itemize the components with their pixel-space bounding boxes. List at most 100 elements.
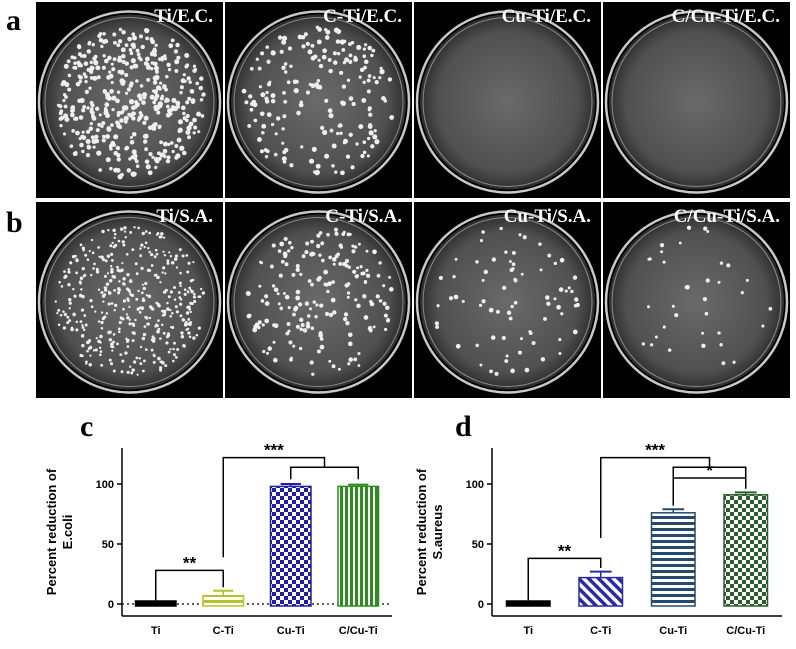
colony	[101, 121, 106, 126]
colony	[129, 139, 135, 145]
colony	[147, 170, 153, 176]
colony	[139, 306, 143, 310]
colony	[78, 115, 84, 120]
colony	[558, 287, 564, 292]
x-tick-label: Cu-Ti	[277, 625, 305, 637]
significance-bracket	[155, 569, 224, 601]
plate-row-saureus: Ti/S.A. C-Ti/S.A. Cu-Ti/S.A. C/Cu-Ti/S.A…	[36, 202, 790, 398]
colony	[148, 250, 151, 254]
colony	[166, 259, 170, 263]
colony	[59, 124, 63, 128]
colony	[158, 87, 162, 91]
colony	[85, 362, 88, 365]
colony	[339, 131, 343, 135]
colony	[110, 270, 114, 274]
colony	[142, 139, 148, 144]
colony	[315, 303, 319, 307]
colony	[502, 285, 507, 290]
colony	[188, 335, 192, 339]
colony	[85, 153, 91, 158]
colony	[128, 305, 131, 308]
colony	[155, 301, 159, 305]
colony	[89, 354, 92, 357]
colony	[131, 35, 137, 41]
colony	[455, 343, 461, 349]
colony	[475, 260, 479, 264]
colony	[342, 39, 347, 44]
colony	[128, 365, 132, 368]
colony	[67, 73, 72, 78]
colony	[138, 310, 142, 314]
colony	[200, 114, 205, 118]
colony	[58, 104, 62, 108]
colony	[117, 57, 123, 63]
plate-label: C-Ti/E.C.	[323, 6, 402, 27]
colony	[89, 299, 93, 303]
colony	[54, 300, 57, 303]
colony	[197, 130, 201, 134]
colony	[309, 360, 314, 365]
colony	[726, 263, 731, 268]
colony	[162, 84, 167, 89]
colony	[331, 143, 337, 149]
colony	[153, 61, 158, 67]
colony	[152, 122, 158, 127]
colony	[95, 128, 100, 133]
group-bracket	[672, 466, 747, 488]
colony	[163, 56, 167, 61]
colony	[358, 75, 362, 79]
colony	[318, 333, 323, 338]
colony	[116, 342, 119, 346]
colony	[149, 94, 155, 100]
colony	[547, 253, 552, 258]
colony	[318, 253, 322, 257]
colony	[706, 230, 710, 233]
colony	[151, 126, 157, 131]
colony	[362, 140, 367, 144]
colony	[491, 257, 497, 262]
colony	[121, 30, 126, 35]
colony	[104, 288, 108, 292]
colony	[121, 109, 125, 113]
colony	[272, 340, 276, 344]
colony	[318, 63, 324, 69]
colony	[81, 246, 86, 251]
colony	[112, 40, 117, 45]
colony	[331, 364, 336, 369]
colony	[378, 76, 382, 80]
colony	[94, 348, 98, 352]
colony	[131, 149, 137, 155]
colony	[348, 96, 354, 101]
colony	[90, 238, 94, 242]
colony	[510, 304, 514, 309]
colony	[481, 299, 486, 304]
panel-letter-c: c	[80, 410, 94, 443]
colony	[543, 317, 547, 321]
colony	[307, 49, 313, 55]
colony	[253, 118, 258, 123]
colony	[169, 348, 172, 351]
colony	[182, 73, 186, 77]
colony	[293, 305, 299, 311]
colony	[313, 54, 318, 59]
colony	[106, 126, 111, 130]
colony	[108, 337, 113, 342]
colony	[140, 243, 144, 247]
colony	[132, 324, 136, 327]
colony	[172, 347, 175, 351]
agar-surface	[42, 214, 217, 390]
colony	[73, 65, 78, 70]
colony	[92, 349, 96, 352]
colony	[101, 294, 106, 298]
colony	[148, 152, 153, 157]
colony	[179, 302, 183, 306]
colony	[103, 58, 109, 64]
colony	[383, 327, 388, 332]
colony	[70, 327, 74, 332]
colony	[100, 363, 104, 367]
colony	[540, 357, 546, 362]
colony	[133, 226, 136, 229]
colony	[89, 60, 94, 65]
colony	[106, 272, 109, 275]
colony	[369, 299, 373, 304]
